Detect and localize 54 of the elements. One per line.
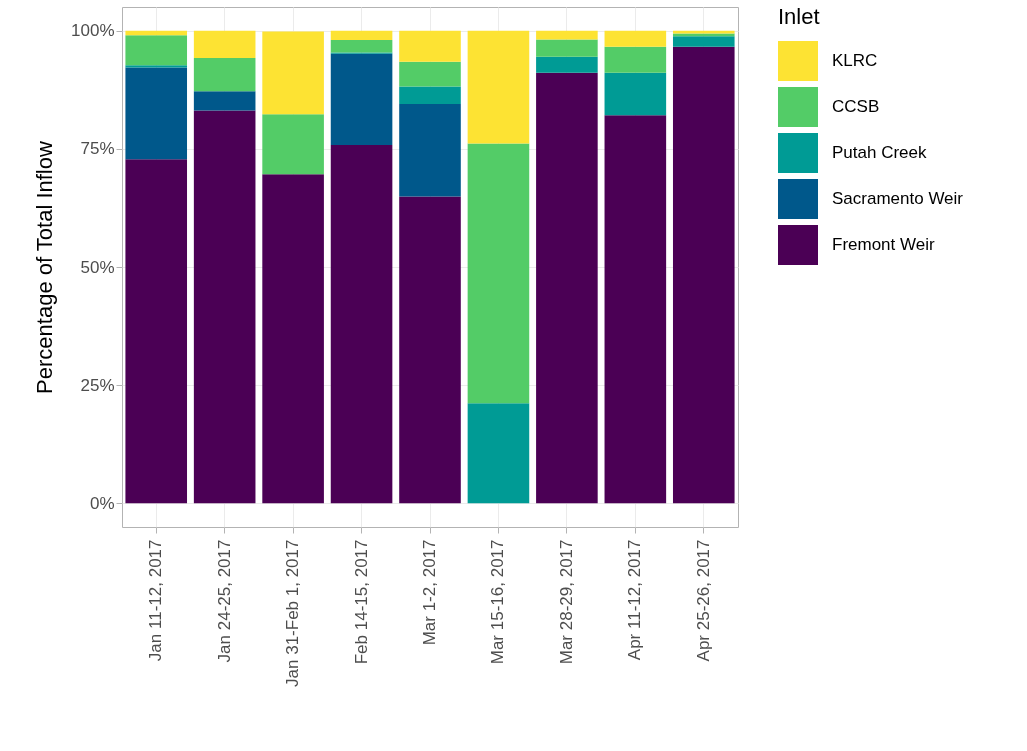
bar [193,58,256,92]
bar [399,86,461,104]
bar [262,31,324,115]
legend-label: Fremont Weir [832,235,935,254]
bar [125,67,188,160]
legend-title: Inlet [778,4,820,29]
x-tick-label: Jan 31-Feb 1, 2017 [283,539,303,687]
bar [604,115,667,504]
x-tick-label: Feb 14-15, 2017 [351,539,371,665]
bar [125,35,188,66]
bar [536,56,598,73]
legend-label: Sacramento Weir [832,189,964,208]
bar [399,103,461,197]
bar [467,403,530,504]
bar [604,46,667,73]
legend-label: CCSB [832,97,880,116]
x-tick-label: Apr 25-26, 2017 [693,539,713,662]
x-tick-label: Jan 24-25, 2017 [214,539,234,663]
x-tick-label: Jan 11-12, 2017 [146,539,166,662]
bar [262,114,324,175]
bar [604,30,667,47]
y-tick-label: 75% [80,139,115,159]
bar [330,145,393,504]
legend-label: Putah Creek [832,143,927,162]
bar [399,61,461,87]
bar [125,159,188,504]
bar [536,30,598,40]
y-tick-label: 25% [80,375,115,395]
bar [330,30,393,41]
bar [536,39,598,57]
y-tick-label: 0% [89,493,115,513]
bar [467,143,530,404]
y-tick-label: 50% [80,257,115,277]
bar [672,36,735,47]
bar [330,53,393,146]
x-tick-label: Mar 1-2, 2017 [420,539,439,646]
legend-label: KLRC [832,51,878,70]
bar [193,110,256,504]
x-tick-label: Apr 11-12, 2017 [625,539,645,661]
bar [125,65,188,68]
y-axis-title: Percentage of Total Inflow [32,141,58,394]
bar [399,196,461,504]
bar [467,30,530,144]
bar [193,91,256,111]
bar [399,30,461,62]
y-tick-label: 100% [71,21,115,41]
bar [330,40,393,53]
bar [604,72,667,116]
bar [672,46,735,504]
x-tick-label: Mar 15-16, 2017 [488,539,508,665]
bar [193,30,256,59]
bar [262,174,324,504]
x-tick-label: Mar 28-29, 2017 [556,539,576,665]
bar [536,72,598,504]
